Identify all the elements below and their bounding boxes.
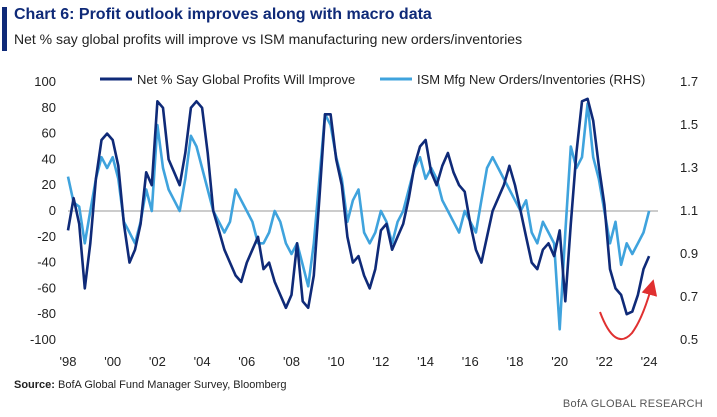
series-line-global-profits [66,97,651,316]
x-tick-label: '14 [417,354,434,369]
source-note: Source: BofA Global Fund Manager Survey,… [14,379,287,391]
y-right-tick-label: 1.1 [680,203,698,218]
legend-item-ism-ratio-label: ISM Mfg New Orders/Inventories (RHS) [417,72,645,87]
y-left-tick-label: -60 [37,280,56,295]
x-tick-label: '06 [238,354,255,369]
y-left-tick-label: -40 [37,255,56,270]
x-tick-label: '98 [60,354,77,369]
y-left-tick-label: -80 [37,306,56,321]
y-right-tick-label: 0.7 [680,289,698,304]
y-axis-left: 100 80 60 40 20 0 -20 -40 -60 -80 -100 [30,74,56,347]
chart-subtitle: Net % say global profits will improve vs… [14,31,523,47]
x-tick-label: '22 [596,354,613,369]
y-left-tick-label: 40 [42,151,56,166]
y-left-tick-label: 80 [42,100,56,115]
y-right-tick-label: 0.9 [680,246,698,261]
x-tick-label: '04 [194,354,211,369]
x-tick-label: '16 [462,354,479,369]
y-right-tick-label: 0.5 [680,332,698,347]
x-tick-label: '20 [551,354,568,369]
source-label: Source: [14,379,55,391]
y-right-tick-label: 1.7 [680,74,698,89]
legend-item-global-profits-label: Net % Say Global Profits Will Improve [137,72,355,87]
title-accent-bar [2,7,7,51]
legend: Net % Say Global Profits Will Improve ISM… [100,72,645,87]
series-line-ism-ratio [66,102,651,331]
y-left-tick-label: 60 [42,126,56,141]
y-left-tick-label: 100 [34,74,56,89]
trend-arrow [599,279,658,340]
chart-title: Chart 6: Profit outlook improves along w… [14,6,432,23]
series-lines [66,97,651,331]
x-axis: '98 '00 '02 '04 '06 '08 '10 '12 '14 '16 '18 '20 '22 '… [60,354,658,369]
x-tick-label: '24 [641,354,658,369]
x-tick-label: '08 [283,354,300,369]
x-tick-label: '02 [149,354,166,369]
y-right-tick-label: 1.3 [680,160,698,175]
y-right-tick-label: 1.5 [680,117,698,132]
y-left-tick-label: -20 [37,229,56,244]
x-tick-label: '12 [372,354,389,369]
y-left-tick-label: 20 [42,177,56,192]
source-text: BofA Global Fund Manager Survey, Bloombe… [58,379,287,391]
y-left-tick-label: -100 [30,332,56,347]
y-axis-right: 1.7 1.5 1.3 1.1 0.9 0.7 0.5 [680,74,698,347]
y-left-tick-label: 0 [49,203,56,218]
x-tick-label: '00 [104,354,121,369]
x-tick-label: '18 [506,354,523,369]
brand-label: BofA GLOBAL RESEARCH [562,398,703,410]
x-tick-label: '10 [328,354,345,369]
